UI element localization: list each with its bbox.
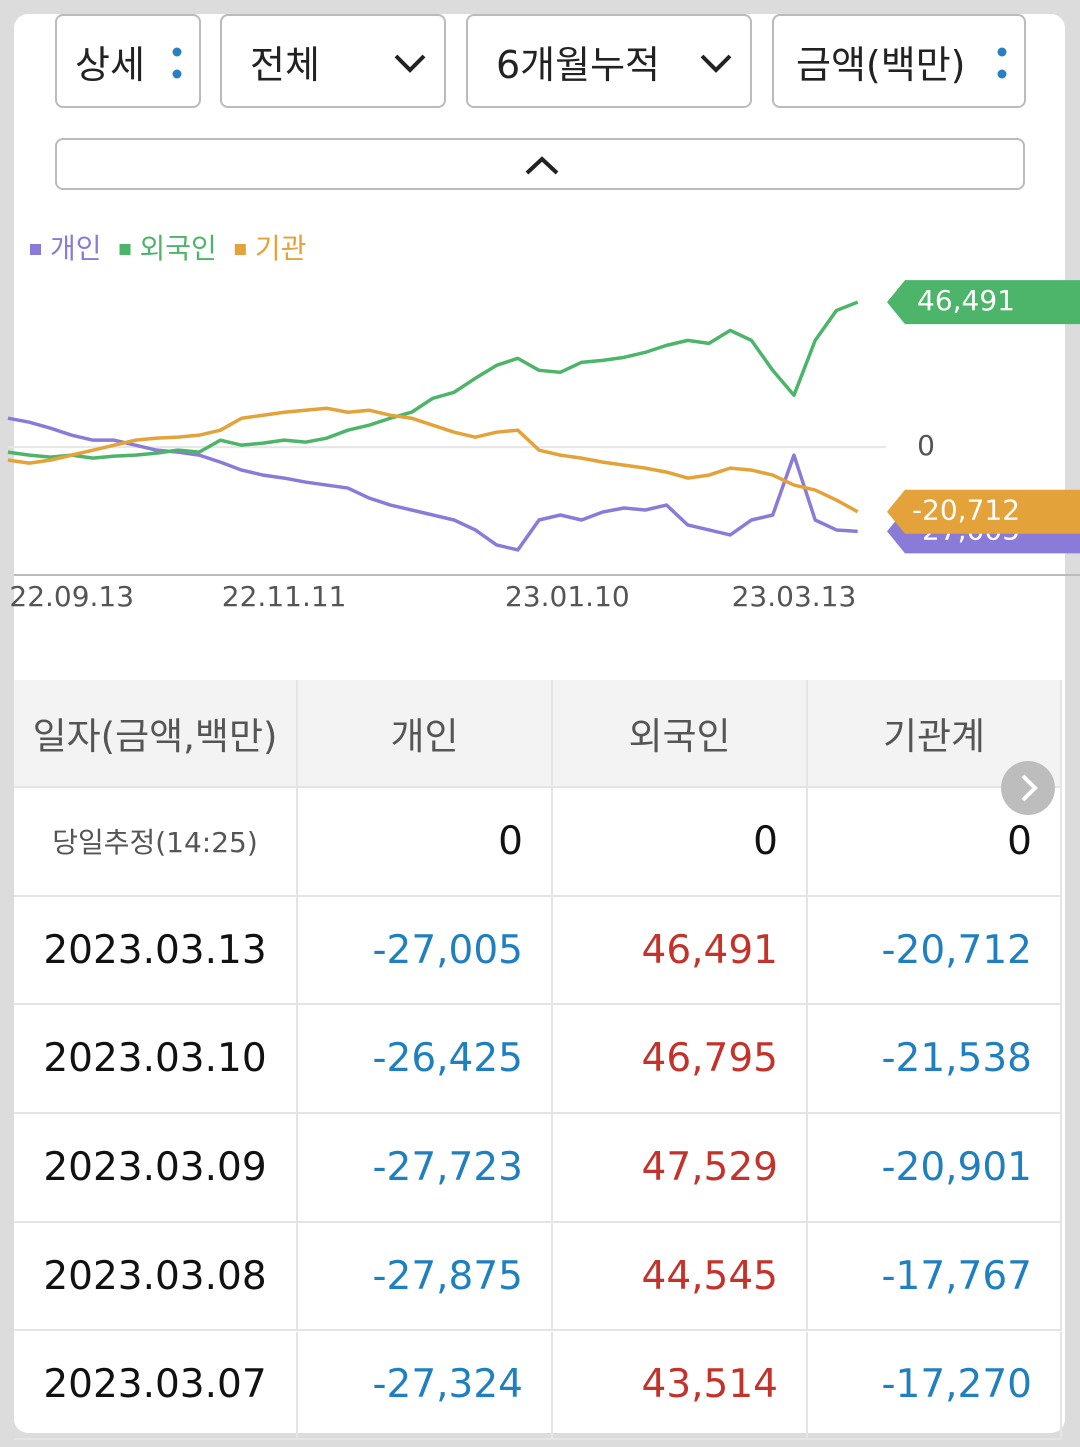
end-tag-bg: [887, 280, 1080, 325]
series-line: [7, 416, 858, 552]
table-cell: 2023.03.09: [14, 1114, 298, 1223]
table-cell: -26,425: [298, 1005, 553, 1115]
legend-label: 개인: [50, 232, 102, 265]
table-cell: 2023.03.08: [14, 1222, 298, 1332]
end-tag-label: 46,491: [917, 284, 1015, 317]
filter-label: 상세: [75, 42, 145, 87]
collapse-button[interactable]: [55, 138, 1025, 190]
chevron-up: [525, 156, 559, 175]
table-cell: -17,270: [808, 1331, 1062, 1441]
table-cell: 2023.03.10: [14, 1005, 298, 1115]
table-cell: -27,324: [298, 1331, 553, 1441]
more-icon: [172, 47, 182, 79]
table-cell: 2023.03.07: [14, 1331, 298, 1441]
table-cell: 0: [808, 788, 1062, 897]
table-cell: -27,005: [298, 896, 553, 1006]
end-tag-label: -20,712: [912, 494, 1020, 527]
header-cell: 개인: [298, 680, 553, 788]
more-icon: [997, 47, 1007, 79]
legend-swatch: [234, 244, 246, 255]
table-cell: 2023.03.13: [14, 896, 298, 1006]
y-tick-label: 0: [917, 429, 935, 462]
table-cell: -27,723: [298, 1114, 553, 1223]
table-cell: -17,767: [808, 1222, 1062, 1332]
filter-detail[interactable]: 상세: [55, 14, 201, 108]
end-tag: 46,491: [887, 280, 1080, 325]
series-line: [7, 406, 859, 514]
filter-label: 6개월누적: [496, 42, 661, 87]
chevron-icon: [700, 54, 732, 73]
series-line: [7, 300, 859, 460]
table: 일자(금액,백만) 개인 외국인 기관계 당일추정(14:25) 0 0 0 2023.03.1…: [0, 680, 1080, 1447]
header-cell: 기관계: [808, 680, 1062, 788]
x-tick-label: 22.09.13: [9, 580, 134, 613]
table-cell: 46,795: [553, 1005, 808, 1115]
table-cell: 0: [553, 788, 808, 897]
table-cell: -20,712: [808, 896, 1062, 1006]
legend-label: 기관: [255, 232, 307, 265]
legend-label: 외국인: [140, 232, 217, 265]
table-cell: 47,529: [553, 1114, 808, 1223]
header-cell: 일자(금액,백만): [14, 680, 298, 788]
table-cell: 46,491: [553, 896, 808, 1006]
filter-label: 전체: [250, 42, 320, 87]
table-cell: 44,545: [553, 1222, 808, 1332]
chevron-icon: [394, 54, 426, 73]
table-cell: -20,901: [808, 1114, 1062, 1223]
table-cell: 당일추정(14:25): [14, 788, 298, 897]
table-cell: 0: [298, 788, 553, 897]
table-cell: -27,875: [298, 1222, 553, 1332]
x-tick-label: 23.03.13: [732, 580, 857, 613]
filter-unit[interactable]: 금액(백만): [772, 14, 1026, 108]
chart: 개인 외국인 기관 0 22.09.13 22.11.11 23.01.10 23.03.13…: [7, 232, 1080, 613]
end-tag-bg: [887, 489, 1080, 534]
legend-swatch: [30, 244, 41, 255]
filter-label: 금액(백만): [796, 42, 966, 87]
table-cell: -21,538: [808, 1005, 1062, 1115]
filter-period[interactable]: 6개월누적: [466, 14, 752, 108]
table-cell: 43,514: [553, 1331, 808, 1441]
end-tag: -20,712: [887, 489, 1080, 534]
x-tick-label: 22.11.11: [222, 580, 347, 613]
filter-all[interactable]: 전체: [220, 14, 446, 108]
legend-swatch: [119, 244, 131, 255]
x-tick-label: 23.01.10: [505, 580, 630, 613]
header-cell: 외국인: [553, 680, 808, 788]
scroll-right[interactable]: [1000, 760, 1056, 816]
